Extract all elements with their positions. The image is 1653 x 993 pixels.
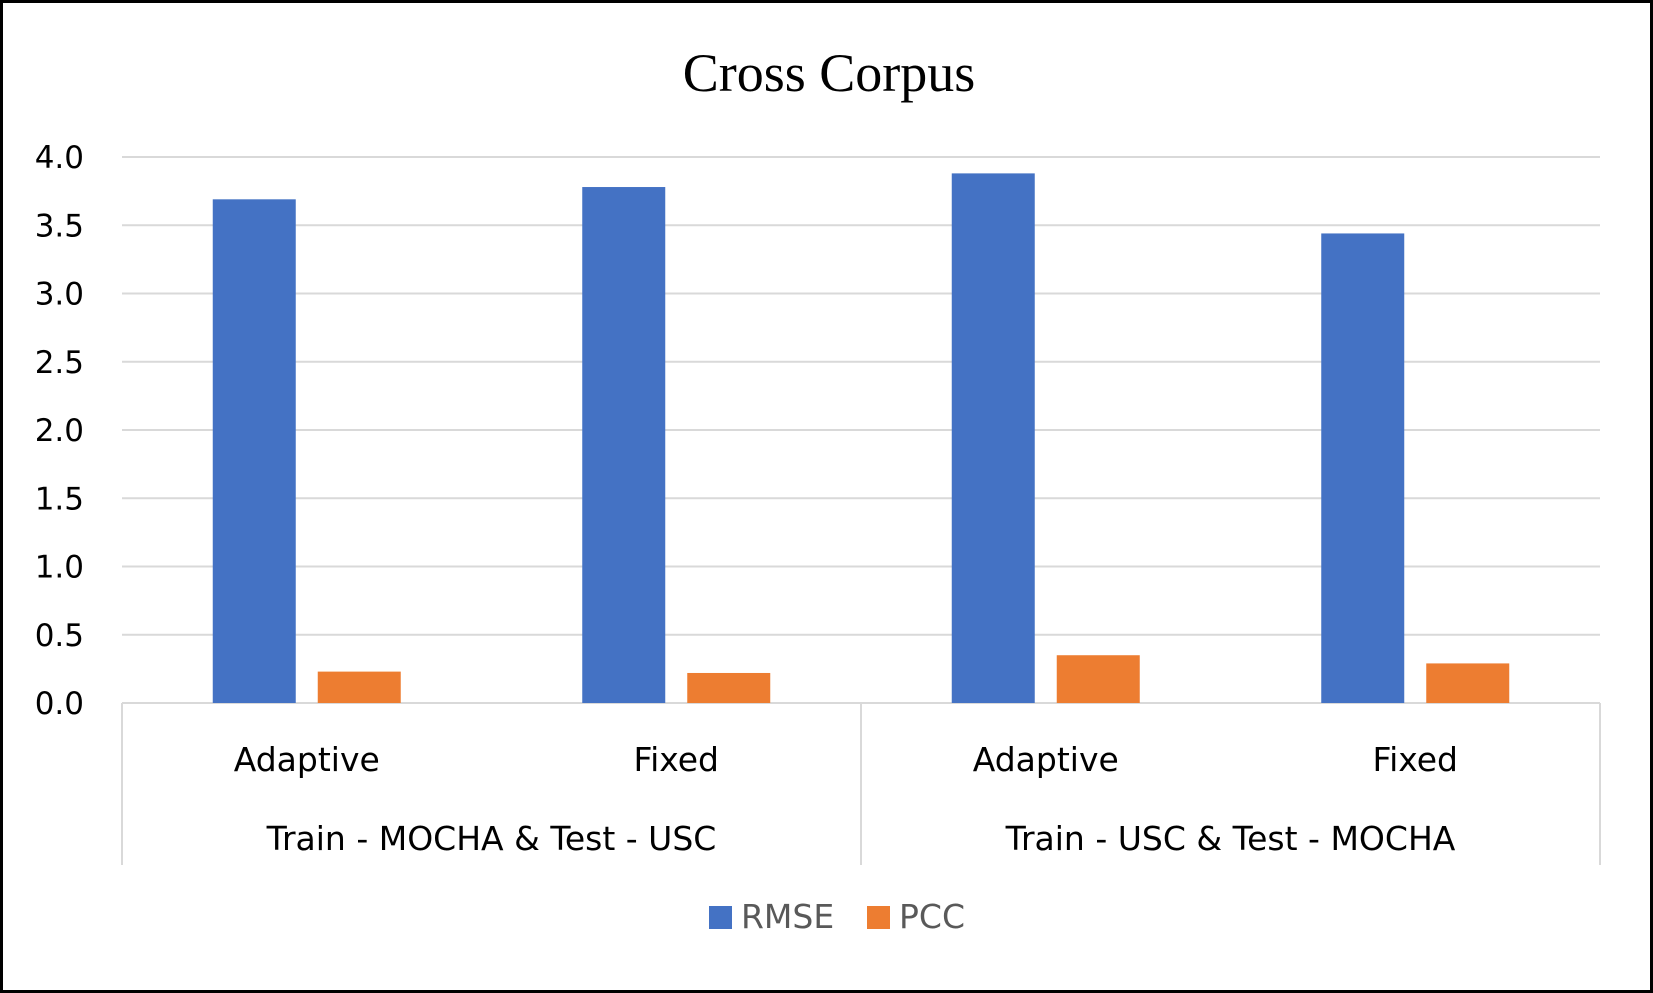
bars	[212, 173, 1510, 703]
x-category-label: Fixed	[633, 740, 719, 779]
y-tick-label: 1.5	[35, 481, 84, 517]
bar-rmse	[212, 199, 296, 703]
y-tick-label: 4.0	[35, 140, 84, 176]
y-tick-label: 2.5	[35, 345, 84, 381]
axes: 0.0 0.5 1.0 1.5 2.0 2.5 3.0 3.5 4.0	[35, 140, 1601, 865]
bar-chart: Cross Corpus 0.0 0.5 1.0 1.5 2.0 2.5 3.0 3.5 4.0…	[35, 43, 1601, 936]
legend-label-pcc: PCC	[899, 897, 965, 936]
legend-label-rmse: RMSE	[741, 897, 834, 936]
bar-rmse	[582, 187, 666, 703]
y-tick-label: 0.0	[35, 686, 84, 722]
y-tick-label: 0.5	[35, 618, 84, 654]
bar-pcc	[317, 671, 401, 703]
x-group-label: Train - USC & Test - MOCHA	[1005, 819, 1456, 858]
bar-pcc	[1426, 663, 1510, 703]
category-labels: Adaptive Fixed Adaptive Fixed Train - MOCHA …	[234, 740, 1458, 858]
legend: RMSE PCC	[709, 897, 965, 936]
bar-pcc	[687, 672, 771, 703]
bar-rmse	[1321, 233, 1405, 703]
gridlines	[122, 156, 1600, 636]
legend-swatch-pcc	[867, 906, 890, 929]
x-group-label: Train - MOCHA & Test - USC	[266, 819, 717, 858]
x-category-label: Adaptive	[973, 740, 1119, 779]
y-tick-label: 3.5	[35, 208, 84, 244]
bar-rmse	[951, 173, 1035, 703]
chart-title: Cross Corpus	[683, 43, 976, 103]
y-tick-label: 2.0	[35, 413, 84, 449]
y-tick-label: 1.0	[35, 550, 84, 586]
y-tick-label: 3.0	[35, 277, 84, 313]
legend-swatch-rmse	[709, 906, 732, 929]
x-category-label: Adaptive	[234, 740, 380, 779]
bar-pcc	[1056, 655, 1140, 703]
x-category-label: Fixed	[1372, 740, 1458, 779]
